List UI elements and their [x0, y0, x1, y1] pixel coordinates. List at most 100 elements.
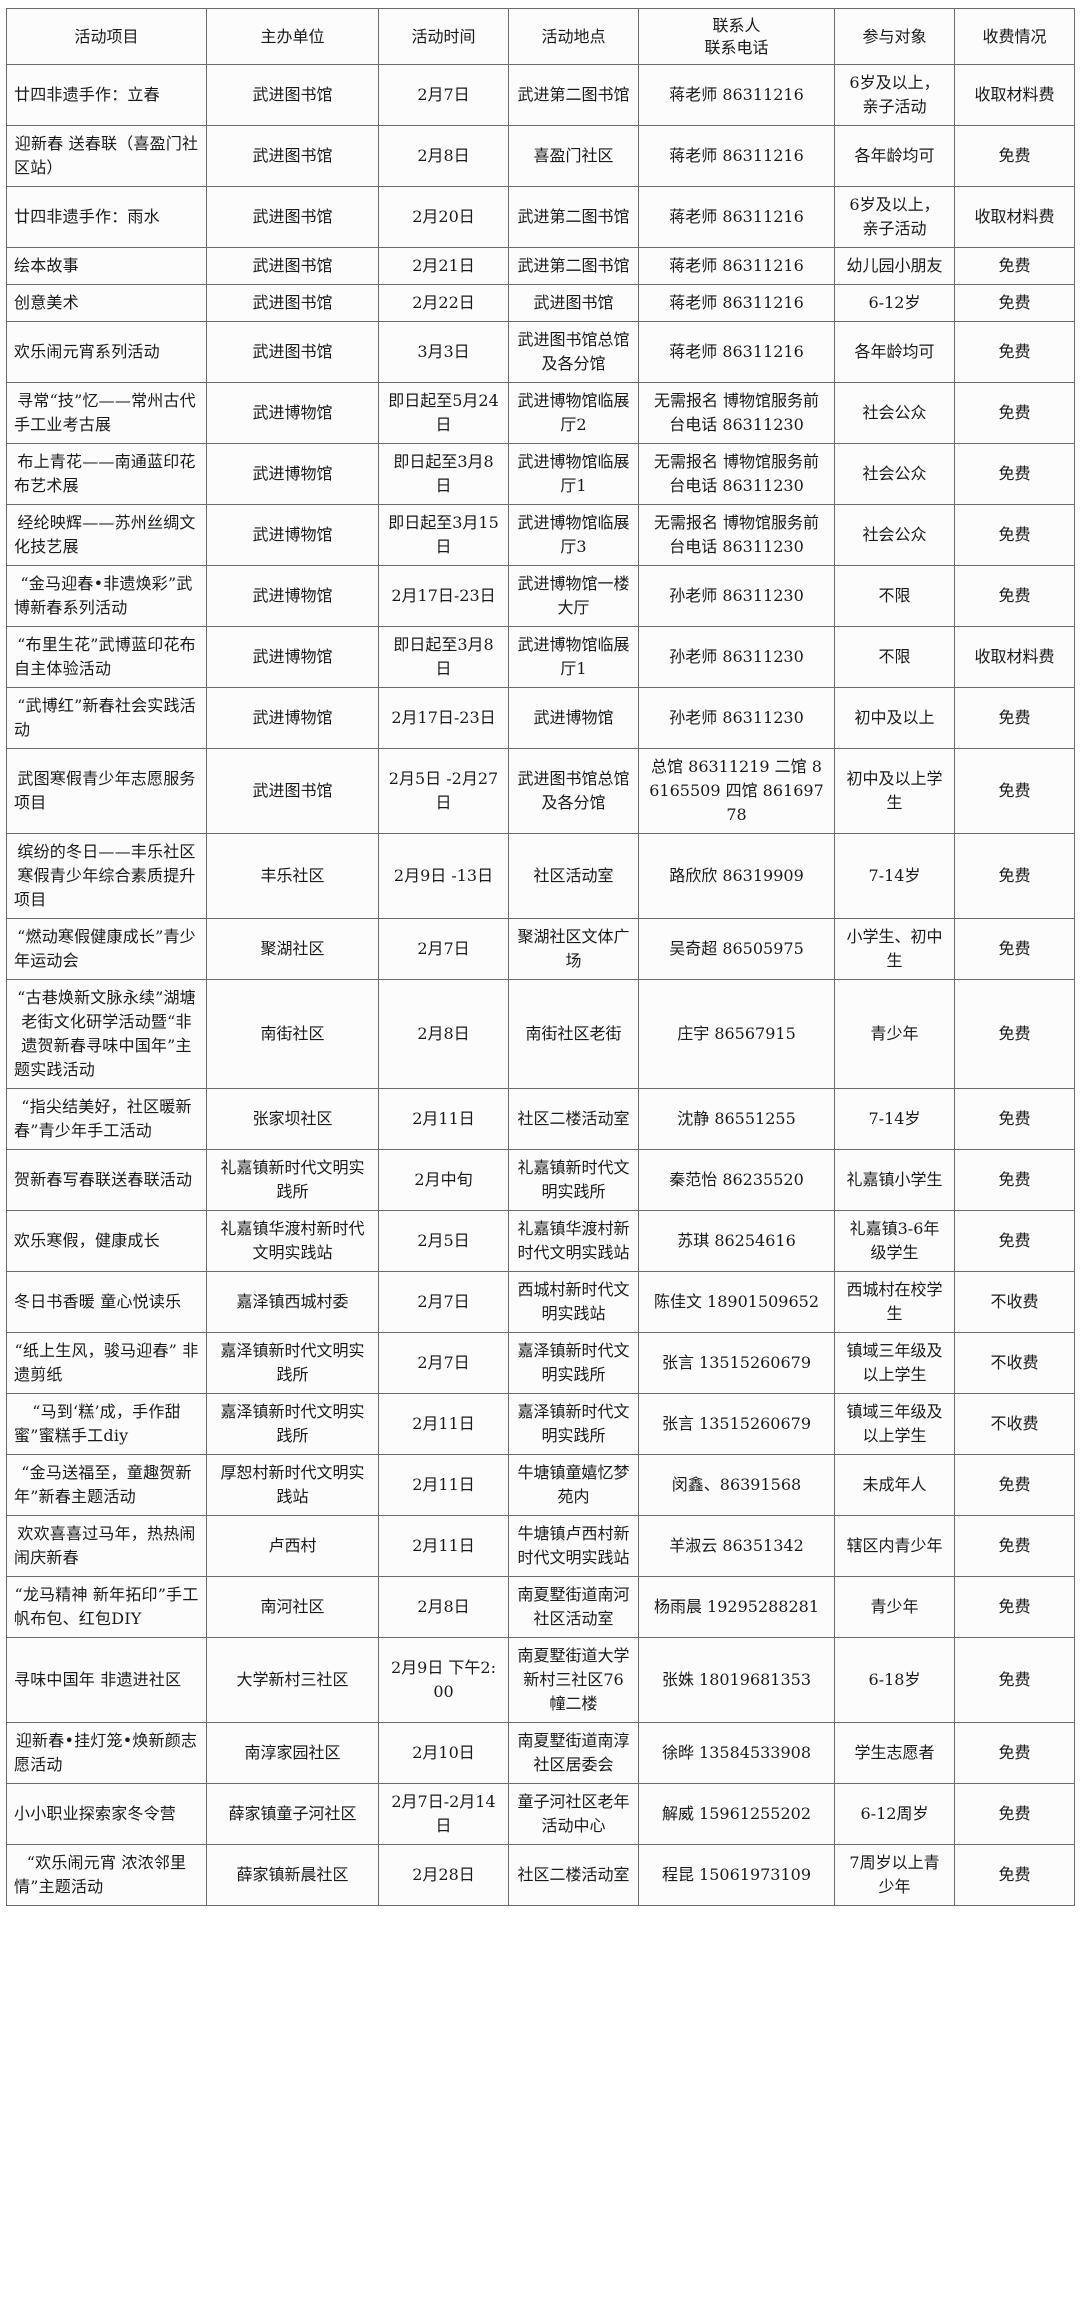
cell-fee: 免费 [954, 1722, 1075, 1785]
table-row: 寻常“技”忆——常州古代手工业考古展 武进博物馆 即日起至5月24日 武进博物馆临展厅… [6, 382, 1075, 445]
cell-audience: 镇域三年级及以上学生 [834, 1332, 955, 1395]
cell-activity-title: 欢乐闹元宵系列活动 [6, 321, 207, 384]
cell-activity-place: 南夏墅街道南淳社区居委会 [508, 1722, 639, 1785]
cell-audience: 青少年 [834, 1576, 955, 1639]
cell-audience: 各年龄均可 [834, 125, 955, 188]
cell-activity-place: 武进博物馆一楼大厅 [508, 565, 639, 628]
table-header-row: 活动项目 主办单位 活动时间 活动地点 联系人 联系电话 参与对象 收费情况 [6, 7, 1075, 66]
table-row: 欢乐寒假，健康成长 礼嘉镇华渡村新时代文明实践站 2月5日 礼嘉镇华渡村新时代文明实践… [6, 1210, 1075, 1273]
table-row: 布上青花——南通蓝印花布艺术展 武进博物馆 即日起至3月8日 武进博物馆临展厅1 无需报… [6, 443, 1075, 506]
cell-organizer: 武进博物馆 [206, 504, 379, 567]
cell-activity-time: 2月17日-23日 [378, 687, 509, 750]
cell-organizer: 礼嘉镇华渡村新时代文明实践站 [206, 1210, 379, 1273]
cell-organizer: 武进图书馆 [206, 125, 379, 188]
cell-fee: 不收费 [954, 1271, 1075, 1334]
cell-activity-time: 2月20日 [378, 186, 509, 249]
cell-activity-title: 武图寒假青少年志愿服务项目 [6, 748, 207, 835]
column-header-audience: 参与对象 [834, 7, 955, 66]
cell-activity-time: 2月11日 [378, 1454, 509, 1517]
cell-activity-time: 2月中旬 [378, 1149, 509, 1212]
cell-activity-title: “古巷焕新文脉永续”湖塘老街文化研学活动暨“非遗贺新春寻味中国年”主题实践活动 [6, 979, 207, 1090]
cell-audience: 小学生、初中生 [834, 918, 955, 981]
cell-fee: 免费 [954, 284, 1075, 323]
cell-activity-place: 南夏墅街道大学新村三社区76幢二楼 [508, 1637, 639, 1724]
cell-fee: 免费 [954, 1454, 1075, 1517]
cell-activity-title: “欢乐闹元宵 浓浓邻里情”主题活动 [6, 1844, 207, 1907]
cell-audience: 青少年 [834, 979, 955, 1090]
cell-fee: 收取材料费 [954, 64, 1075, 127]
table-row: 经纶映辉——苏州丝绸文化技艺展 武进博物馆 即日起至3月15日 武进博物馆临展厅3 无需… [6, 504, 1075, 567]
cell-contact: 解威 15961255202 [638, 1783, 835, 1846]
cell-organizer: 武进图书馆 [206, 186, 379, 249]
cell-activity-place: 牛塘镇童嬉忆梦苑内 [508, 1454, 639, 1517]
cell-organizer: 武进图书馆 [206, 321, 379, 384]
cell-activity-place: 武进博物馆临展厅1 [508, 443, 639, 506]
cell-audience: 镇域三年级及以上学生 [834, 1393, 955, 1456]
cell-organizer: 南淳家园社区 [206, 1722, 379, 1785]
cell-contact: 张言 13515260679 [638, 1393, 835, 1456]
cell-audience: 6-12周岁 [834, 1783, 955, 1846]
cell-fee: 免费 [954, 1783, 1075, 1846]
cell-activity-title: 廿四非遗手作：雨水 [6, 186, 207, 249]
cell-audience: 初中及以上学生 [834, 748, 955, 835]
column-header-fee: 收费情况 [954, 7, 1075, 66]
table-row: 廿四非遗手作：雨水 武进图书馆 2月20日 武进第二图书馆 蒋老师 86311216 6岁… [6, 186, 1075, 249]
cell-activity-title: 欢欢喜喜过马年，热热闹闹庆新春 [6, 1515, 207, 1578]
cell-activity-place: 武进博物馆临展厅1 [508, 626, 639, 689]
cell-activity-title: 贺新春写春联送春联活动 [6, 1149, 207, 1212]
table-row: 小小职业探索家冬令营 薛家镇童子河社区 2月7日-2月14日 童子河社区老年活动中心解… [6, 1783, 1075, 1846]
cell-contact: 蒋老师 86311216 [638, 321, 835, 384]
cell-organizer: 嘉泽镇西城村委 [206, 1271, 379, 1334]
cell-fee: 免费 [954, 1637, 1075, 1724]
cell-organizer: 武进图书馆 [206, 247, 379, 286]
cell-organizer: 武进博物馆 [206, 382, 379, 445]
cell-activity-place: 西城村新时代文明实践站 [508, 1271, 639, 1334]
cell-fee: 免费 [954, 687, 1075, 750]
cell-activity-title: “武博红”新春社会实践活动 [6, 687, 207, 750]
table-row: “龙马精神 新年拓印”手工帆布包、红包DIY 南河社区 2月8日 南夏墅街道南河社区活… [6, 1576, 1075, 1639]
cell-activity-time: 即日起至3月8日 [378, 443, 509, 506]
cell-audience: 6岁及以上，亲子活动 [834, 64, 955, 127]
cell-activity-title: 寻味中国年 非遗进社区 [6, 1637, 207, 1724]
cell-activity-title: “纸上生风，骏马迎春” 非遗剪纸 [6, 1332, 207, 1395]
cell-organizer: 武进图书馆 [206, 284, 379, 323]
cell-activity-place: 社区二楼活动室 [508, 1088, 639, 1151]
cell-contact: 孙老师 86311230 [638, 565, 835, 628]
cell-activity-place: 礼嘉镇华渡村新时代文明实践站 [508, 1210, 639, 1273]
cell-organizer: 厚恕村新时代文明实践站 [206, 1454, 379, 1517]
cell-contact: 庄宇 86567915 [638, 979, 835, 1090]
cell-organizer: 礼嘉镇新时代文明实践所 [206, 1149, 379, 1212]
cell-activity-place: 武进图书馆 [508, 284, 639, 323]
cell-contact: 张姝 18019681353 [638, 1637, 835, 1724]
cell-organizer: 武进博物馆 [206, 565, 379, 628]
column-header-contact-person: 联系人 [712, 16, 761, 35]
table-row: 贺新春写春联送春联活动 礼嘉镇新时代文明实践所 2月中旬 礼嘉镇新时代文明实践所 秦范怡… [6, 1149, 1075, 1212]
cell-fee: 免费 [954, 125, 1075, 188]
cell-organizer: 嘉泽镇新时代文明实践所 [206, 1393, 379, 1456]
table-row: 欢乐闹元宵系列活动 武进图书馆 3月3日 武进图书馆总馆及各分馆 蒋老师 8631121… [6, 321, 1075, 384]
column-header-organizer: 主办单位 [206, 7, 379, 66]
cell-activity-time: 2月8日 [378, 1576, 509, 1639]
column-header-activity-title: 活动项目 [6, 7, 207, 66]
cell-activity-title: “金马送福至，童趣贺新年”新春主题活动 [6, 1454, 207, 1517]
cell-fee: 免费 [954, 833, 1075, 920]
cell-audience: 7-14岁 [834, 1088, 955, 1151]
table-row: “金马送福至，童趣贺新年”新春主题活动 厚恕村新时代文明实践站 2月11日 牛塘镇童嬉… [6, 1454, 1075, 1517]
cell-activity-time: 2月17日-23日 [378, 565, 509, 628]
cell-contact: 张言 13515260679 [638, 1332, 835, 1395]
table-row: 武图寒假青少年志愿服务项目 武进图书馆 2月5日 -2月27日 武进图书馆总馆及各分馆… [6, 748, 1075, 835]
cell-activity-title: 缤纷的冬日——丰乐社区寒假青少年综合素质提升项目 [6, 833, 207, 920]
table-row: 迎新春•挂灯笼•焕新颜志愿活动 南淳家园社区 2月10日 南夏墅街道南淳社区居委会 徐晔… [6, 1722, 1075, 1785]
cell-fee: 免费 [954, 321, 1075, 384]
cell-fee: 免费 [954, 1088, 1075, 1151]
activities-schedule-sheet: 活动项目 主办单位 活动时间 活动地点 联系人 联系电话 参与对象 收费情况 廿… [6, 7, 1075, 1907]
cell-contact: 蒋老师 86311216 [638, 125, 835, 188]
cell-fee: 免费 [954, 1515, 1075, 1578]
cell-contact: 吴奇超 86505975 [638, 918, 835, 981]
cell-activity-place: 武进第二图书馆 [508, 186, 639, 249]
activities-table: 活动项目 主办单位 活动时间 活动地点 联系人 联系电话 参与对象 收费情况 廿… [6, 7, 1075, 1907]
cell-fee: 免费 [954, 565, 1075, 628]
cell-activity-title: 经纶映辉——苏州丝绸文化技艺展 [6, 504, 207, 567]
cell-fee: 免费 [954, 1210, 1075, 1273]
cell-activity-place: 武进博物馆临展厅2 [508, 382, 639, 445]
